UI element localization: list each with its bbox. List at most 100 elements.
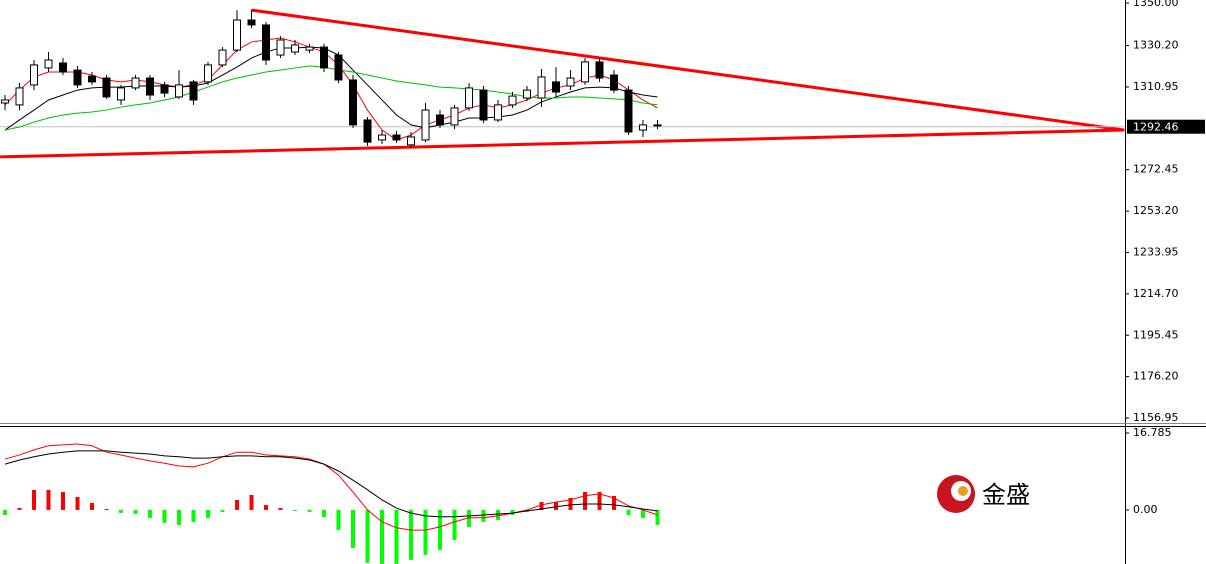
histogram-bar	[336, 509, 341, 530]
histogram-bar	[554, 501, 558, 510]
candle-body	[30, 64, 38, 86]
candle-body	[73, 69, 82, 86]
candle-body	[436, 114, 444, 126]
histogram-bar	[539, 501, 544, 510]
candle-body	[320, 46, 328, 69]
candle-body	[363, 119, 372, 143]
histogram-bar	[322, 509, 326, 517]
histogram-bar	[365, 509, 370, 563]
trendline	[0, 128, 1125, 159]
candle-body	[204, 64, 212, 83]
histogram-bar	[568, 497, 573, 510]
moving-average	[4, 37, 658, 141]
logo: 金盛	[937, 475, 1030, 513]
candle-body	[523, 89, 531, 99]
candle-body	[595, 61, 604, 79]
y-tick-label: 1330.20	[1133, 39, 1179, 52]
histogram-bar	[496, 509, 500, 520]
histogram-bar	[481, 509, 486, 522]
histogram-bar	[104, 508, 109, 510]
histogram-bar	[264, 504, 268, 510]
histogram-bar	[380, 509, 384, 564]
candle-body	[537, 76, 546, 99]
histogram-bar	[17, 507, 22, 510]
candle-body	[465, 87, 473, 109]
histogram-bar	[293, 509, 297, 511]
histogram-bar	[394, 509, 399, 564]
candle-body	[305, 46, 314, 51]
y-tick-label: 0.00	[1133, 503, 1158, 516]
logo-icon-dot	[958, 486, 968, 496]
y-tick-label: 1253.20	[1133, 204, 1179, 217]
histogram-bar	[61, 491, 65, 510]
histogram-bar	[438, 509, 442, 550]
y-tick-label: 1156.95	[1133, 411, 1179, 424]
candle-body	[175, 84, 183, 98]
candle-body	[44, 59, 53, 69]
moving-average	[4, 65, 658, 131]
histogram-bar	[307, 509, 312, 512]
candle-body	[392, 134, 401, 141]
histogram-bar	[612, 495, 616, 510]
candle-body	[291, 44, 299, 53]
y-tick-label: 1195.45	[1133, 328, 1179, 341]
histogram-bar	[177, 509, 181, 525]
candle-body	[508, 95, 517, 106]
candle-body	[146, 77, 154, 96]
candle-body	[102, 77, 111, 98]
candle-body	[494, 104, 502, 121]
last-price-badge	[1127, 119, 1205, 134]
candle-body	[233, 19, 241, 51]
y-tick-label: 1350.00	[1133, 0, 1179, 9]
histogram-bar	[597, 491, 602, 510]
candle-body	[276, 39, 285, 56]
histogram-bar	[351, 509, 355, 548]
candle-body	[610, 74, 618, 91]
y-tick-label: 1176.20	[1133, 370, 1179, 383]
candle-body	[378, 134, 386, 141]
histogram-bar	[133, 509, 138, 514]
candle-body	[131, 77, 140, 89]
candle-body	[450, 107, 459, 126]
histogram-bar	[467, 509, 471, 527]
histogram-bar	[452, 509, 457, 540]
histogram-bar	[148, 509, 152, 518]
candle-body	[349, 79, 357, 126]
histogram-bar	[75, 496, 80, 510]
candle-body	[15, 87, 24, 106]
candle-body	[552, 81, 560, 93]
candle-body	[262, 24, 270, 61]
histogram-bar	[46, 489, 51, 510]
y-tick-label: 16.785	[1133, 426, 1172, 439]
histogram-bar	[423, 509, 428, 555]
y-tick-label: 1214.70	[1133, 287, 1179, 300]
histogram-bar	[220, 509, 225, 512]
candle-body	[1, 99, 9, 104]
histogram-bar	[162, 509, 167, 523]
histogram-bar	[191, 509, 196, 522]
histogram-bar	[655, 509, 660, 525]
candle-body	[479, 89, 488, 121]
histogram-bar	[235, 499, 239, 510]
histogram-bar	[409, 509, 413, 560]
candle-body	[334, 54, 343, 81]
histogram-bar	[206, 509, 210, 518]
candle-body	[581, 61, 589, 83]
histogram-bar	[90, 502, 94, 510]
histogram-bar	[583, 491, 587, 510]
candle-body	[624, 89, 633, 133]
candle-body	[160, 84, 169, 94]
candle-body	[653, 124, 662, 127]
histogram-bar	[249, 494, 254, 510]
histogram-bar	[626, 509, 631, 515]
candle-body	[59, 62, 67, 73]
candle-body	[639, 124, 647, 131]
moving-average	[4, 46, 658, 131]
candle-body	[117, 87, 125, 101]
watermark: 金盛	[982, 481, 1030, 509]
candle-body	[218, 49, 227, 66]
histogram-bar	[119, 509, 123, 513]
